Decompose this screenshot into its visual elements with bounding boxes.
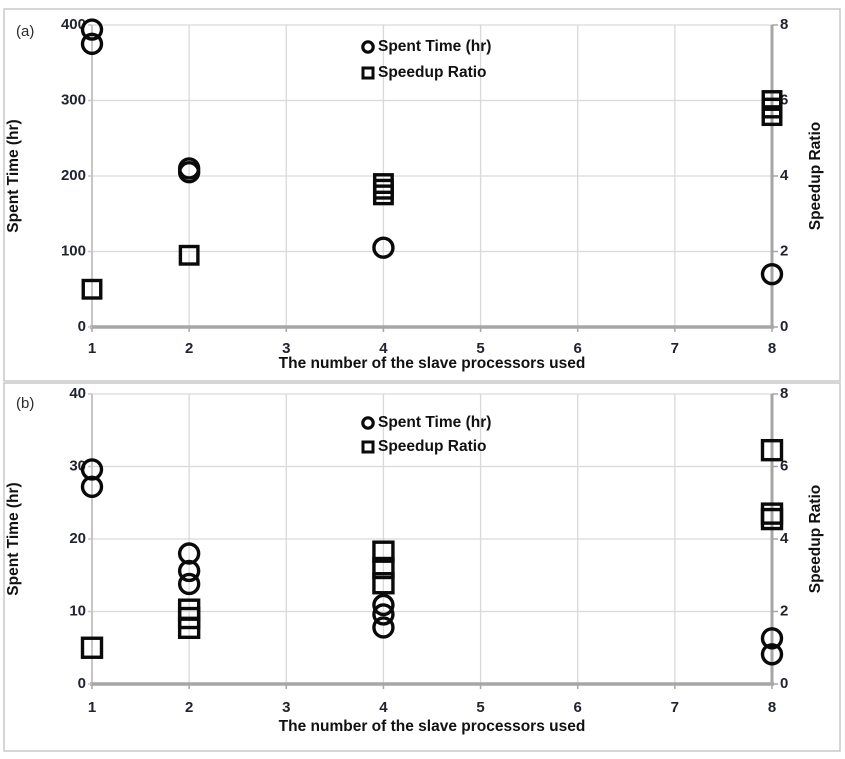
- x-tick-label: 6: [574, 340, 582, 357]
- x-tick-label: 1: [88, 340, 96, 357]
- legend-marker-circle: [361, 416, 375, 430]
- data-point-circle: [760, 643, 784, 666]
- y-left-tick-label: 20: [69, 530, 86, 547]
- data-point-circle: [80, 32, 104, 56]
- y-right-tick-label: 4: [780, 530, 789, 547]
- y-right-tick-label: 0: [780, 318, 788, 335]
- panel-border: [3, 382, 841, 752]
- x-tick-label: 8: [768, 340, 776, 357]
- data-point-square: [761, 105, 783, 127]
- data-point-circle: [372, 593, 395, 617]
- x-tick-label: 1: [88, 699, 96, 716]
- panel-label: (b): [16, 395, 34, 412]
- data-point-square: [178, 244, 200, 266]
- data-point-circle: [177, 161, 201, 184]
- legend-label: Speedup Ratio: [378, 64, 487, 81]
- y-right-tick-label: 6: [780, 457, 788, 474]
- legend-marker-square: [361, 440, 375, 454]
- legend-marker-square: [361, 66, 375, 80]
- data-point-circle: [80, 475, 104, 498]
- data-point-circle: [372, 603, 395, 626]
- y-axis-title-right: Speedup Ratio: [807, 122, 824, 231]
- legend-label: Speedup Ratio: [378, 438, 487, 455]
- x-tick-label: 2: [185, 699, 193, 716]
- y-right-tick-label: 4: [780, 167, 789, 184]
- x-axis-title: The number of the slave processors used: [279, 355, 586, 372]
- y-left-tick-label: 300: [61, 91, 86, 108]
- y-right-tick-label: 8: [780, 16, 788, 33]
- data-point-square: [80, 636, 104, 659]
- y-left-tick-label: 400: [61, 16, 86, 33]
- panel-border: [3, 8, 841, 382]
- data-point-square: [372, 540, 395, 563]
- y-right-tick-label: 2: [780, 242, 788, 259]
- x-tick-label: 8: [768, 699, 776, 716]
- data-point-square: [81, 278, 103, 300]
- x-tick-label: 3: [282, 340, 290, 357]
- data-point-circle: [80, 18, 104, 41]
- y-axis-title-left: Spent Time (hr): [5, 119, 22, 232]
- y-right-tick-label: 0: [780, 675, 788, 692]
- y-left-tick-label: 40: [69, 385, 86, 402]
- data-point-circle: [760, 262, 784, 286]
- legend-label: Spent Time (hr): [378, 38, 491, 55]
- legend-label: Spent Time (hr): [378, 414, 491, 431]
- x-tick-label: 5: [476, 699, 484, 716]
- panel-label: (a): [16, 23, 34, 40]
- y-left-tick-label: 0: [78, 675, 86, 692]
- x-tick-label: 7: [671, 699, 679, 716]
- data-point-circle: [372, 616, 395, 639]
- data-point-square: [760, 507, 784, 531]
- x-tick-label: 5: [476, 340, 484, 357]
- y-left-tick-label: 10: [69, 602, 86, 619]
- y-left-tick-label: 100: [61, 242, 86, 259]
- x-tick-label: 7: [671, 340, 679, 357]
- x-axis-title: The number of the slave processors used: [279, 718, 586, 735]
- data-point-square: [372, 572, 395, 595]
- data-point-circle: [177, 572, 201, 596]
- y-right-tick-label: 2: [780, 602, 788, 619]
- data-point-square: [760, 438, 784, 462]
- y-left-tick-label: 200: [61, 167, 86, 184]
- y-left-tick-label: 0: [78, 318, 86, 335]
- y-axis-title-right: Speedup Ratio: [807, 485, 824, 594]
- y-right-tick-label: 6: [780, 91, 788, 108]
- legend-marker-circle: [361, 40, 375, 54]
- data-point-square: [372, 184, 394, 206]
- x-tick-label: 4: [379, 340, 388, 357]
- x-tick-label: 2: [185, 340, 193, 357]
- x-tick-label: 3: [282, 699, 290, 716]
- data-point-square: [372, 556, 395, 580]
- y-axis-title-left: Spent Time (hr): [5, 482, 22, 595]
- data-point-square: [177, 616, 201, 640]
- data-point-circle: [760, 627, 784, 650]
- x-tick-label: 4: [379, 699, 388, 716]
- x-tick-label: 6: [574, 699, 582, 716]
- y-right-tick-label: 8: [780, 385, 788, 402]
- data-point-circle: [177, 559, 201, 583]
- data-point-circle: [372, 236, 395, 259]
